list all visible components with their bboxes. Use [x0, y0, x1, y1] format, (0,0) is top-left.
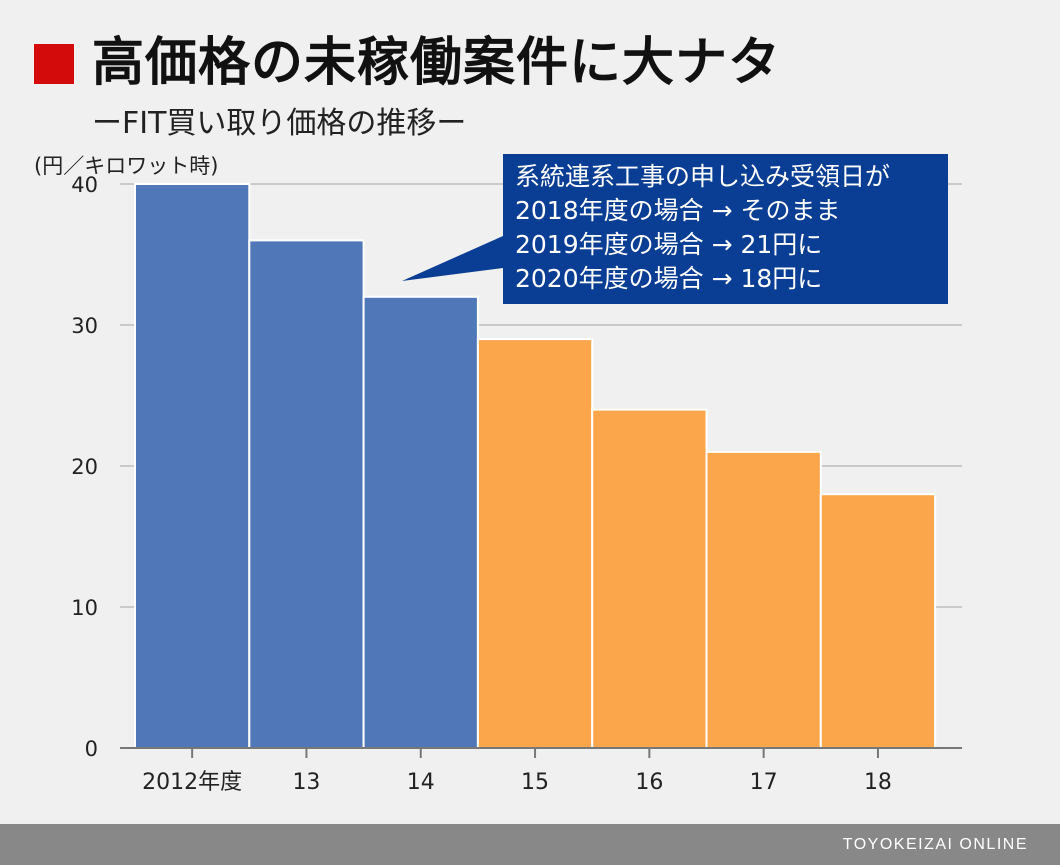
y-tick-label: 30 — [71, 314, 98, 338]
x-tick-label: 16 — [635, 770, 663, 795]
x-tick-label: 15 — [521, 770, 549, 795]
chart-subtitle: ーFIT買い取り価格の推移ー — [92, 106, 467, 141]
y-tick-label: 10 — [71, 596, 98, 620]
x-tick-label: 17 — [750, 770, 778, 795]
x-tick-labels: 2012年度 13 14 15 16 17 18 — [142, 748, 892, 795]
bar — [591, 408, 708, 749]
bars — [120, 183, 962, 750]
bar — [134, 183, 251, 749]
chart-title: 高価格の未稼働案件に大ナタ — [92, 33, 782, 93]
y-tick-label: 20 — [71, 455, 98, 479]
callout-line: 2020年度の場合 → 18円に — [515, 264, 823, 293]
x-tick-label: 14 — [407, 770, 435, 795]
x-tick-label: 2012年度 — [142, 770, 242, 795]
x-tick-label: 18 — [864, 770, 892, 795]
y-axis-unit-label: (円／キロワット時) — [34, 154, 219, 178]
callout-line: 2018年度の場合 → そのまま — [515, 196, 841, 225]
y-tick-labels: 0 10 20 30 40 — [71, 173, 98, 761]
callout-line: 2019年度の場合 → 21円に — [515, 230, 823, 259]
bar — [362, 295, 479, 749]
bar — [705, 450, 822, 749]
bar — [819, 493, 937, 750]
y-tick-label: 0 — [85, 737, 98, 761]
bar — [248, 239, 365, 749]
callout-pointer — [402, 236, 503, 281]
callout-box: 系統連系工事の申し込み受領日が 2018年度の場合 → そのまま 2019年度の… — [503, 154, 948, 304]
bar-chart: 0 10 20 30 40 2012年度 13 14 15 16 17 18 — [71, 173, 962, 795]
bar — [476, 338, 594, 749]
footer-brand: TOYOKEIZAI ONLINE — [842, 835, 1028, 853]
title-marker — [34, 44, 74, 84]
y-tick-label: 40 — [71, 173, 98, 197]
callout-line: 系統連系工事の申し込み受領日が — [515, 162, 891, 191]
footer-bar: TOYOKEIZAI ONLINE — [0, 824, 1060, 865]
x-tick-label: 13 — [292, 770, 320, 795]
